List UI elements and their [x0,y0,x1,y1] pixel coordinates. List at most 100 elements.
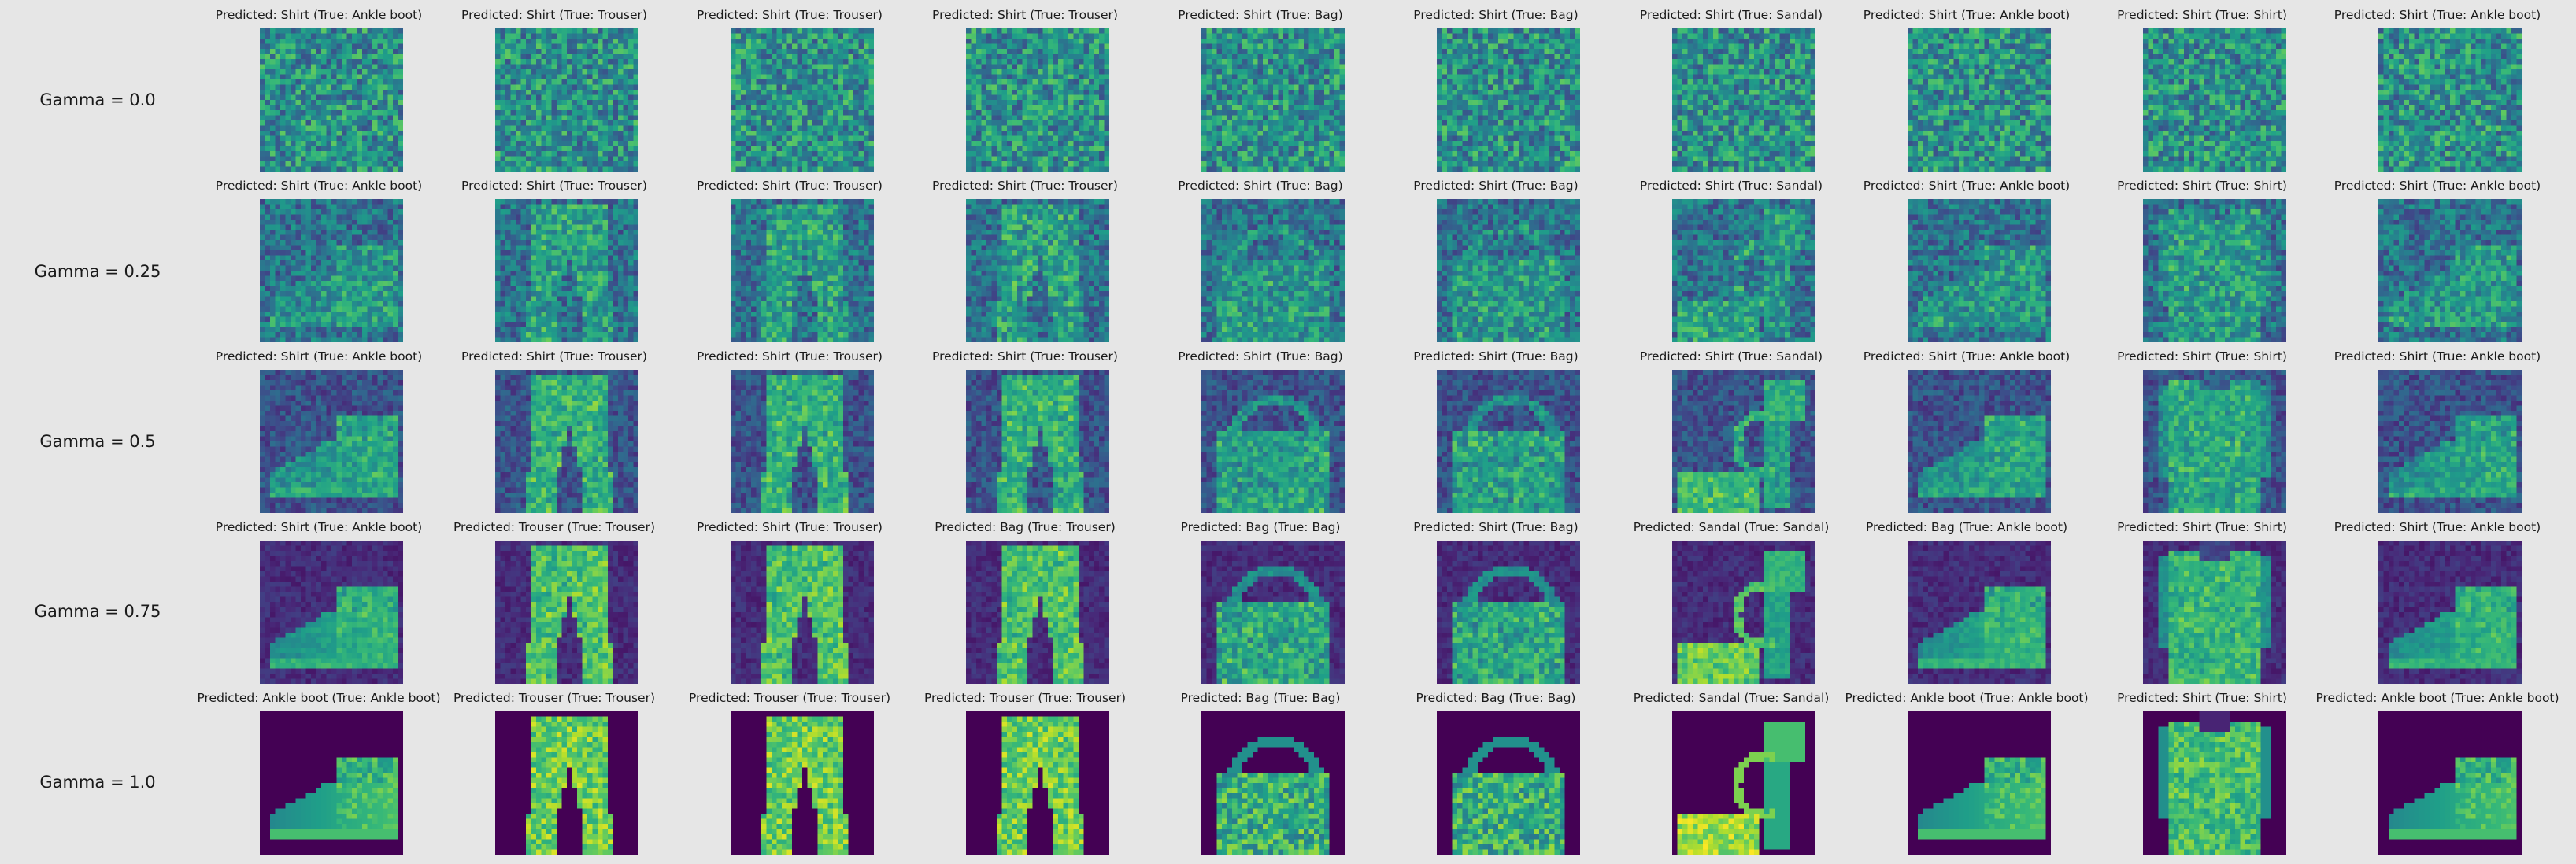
panel-title: Predicted: Shirt (True: Ankle boot) [215,8,423,22]
row-label-gamma: Gamma = 0.5 [39,432,156,451]
panel-image [1201,370,1345,513]
panel-image [1672,370,1815,513]
panel-image [731,199,874,342]
panel-title: Predicted: Shirt (True: Trouser) [697,179,883,193]
panel-title: Predicted: Bag (True: Bag) [1180,520,1341,534]
panel-title: Predicted: Trouser (True: Trouser) [688,691,891,705]
panel-image [260,711,403,855]
panel-image [1672,711,1815,855]
panel-image [731,28,874,172]
panel-image [1201,199,1345,342]
panel-title: Predicted: Sandal (True: Sandal) [1633,691,1830,705]
panel-title: Predicted: Shirt (True: Sandal) [1639,349,1823,364]
panel-image [966,199,1109,342]
panel-title: Predicted: Trouser (True: Trouser) [923,691,1127,705]
panel-image [495,28,638,172]
panel-title: Predicted: Shirt (True: Trouser) [461,349,647,364]
panel-image [1437,711,1580,855]
panel-title: Predicted: Shirt (True: Shirt) [2117,179,2287,193]
panel-image [2378,199,2522,342]
panel-title: Predicted: Shirt (True: Ankle boot) [2334,349,2541,364]
panel-image [260,541,403,684]
panel-image [1672,28,1815,172]
panel-title: Predicted: Shirt (True: Shirt) [2117,691,2287,705]
panel-title: Predicted: Shirt (True: Ankle boot) [2334,8,2541,22]
panel-image [1437,199,1580,342]
panel-image [2378,28,2522,172]
panel-title: Predicted: Shirt (True: Ankle boot) [215,179,423,193]
panel-title: Predicted: Shirt (True: Bag) [1178,349,1343,364]
panel-title: Predicted: Shirt (True: Trouser) [697,349,883,364]
panel-title: Predicted: Shirt (True: Ankle boot) [215,520,423,534]
panel-image [1908,541,2051,684]
panel-image [1201,711,1345,855]
panel-title: Predicted: Shirt (True: Sandal) [1639,179,1823,193]
panel-image [2378,541,2522,684]
panel-title: Predicted: Ankle boot (True: Ankle boot) [197,691,441,705]
panel-title: Predicted: Sandal (True: Sandal) [1633,520,1830,534]
panel-title: Predicted: Shirt (True: Ankle boot) [215,349,423,364]
panel-title: Predicted: Bag (True: Trouser) [935,520,1116,534]
panel-title: Predicted: Shirt (True: Trouser) [932,8,1118,22]
panel-title: Predicted: Shirt (True: Bag) [1413,8,1579,22]
panel-title: Predicted: Trouser (True: Trouser) [453,691,656,705]
panel-title: Predicted: Shirt (True: Bag) [1178,179,1343,193]
panel-title: Predicted: Trouser (True: Trouser) [453,520,656,534]
panel-image [2378,711,2522,855]
panel-title: Predicted: Shirt (True: Shirt) [2117,8,2287,22]
panel-image [2143,541,2286,684]
panel-image [1437,541,1580,684]
panel-title: Predicted: Shirt (True: Sandal) [1639,8,1823,22]
panel-image [495,370,638,513]
panel-image [260,28,403,172]
panel-image [495,199,638,342]
panel-image [1201,541,1345,684]
panel-title: Predicted: Shirt (True: Trouser) [461,179,647,193]
panel-image [1908,199,2051,342]
panel-image [966,28,1109,172]
panel-title: Predicted: Bag (True: Ankle boot) [1865,520,2068,534]
panel-image [966,541,1109,684]
panel-image [966,370,1109,513]
panel-title: Predicted: Shirt (True: Bag) [1413,520,1579,534]
panel-image [2143,28,2286,172]
panel-title: Predicted: Shirt (True: Shirt) [2117,349,2287,364]
panel-title: Predicted: Shirt (True: Ankle boot) [2334,179,2541,193]
panel-title: Predicted: Shirt (True: Ankle boot) [1863,349,2071,364]
panel-image [1437,28,1580,172]
panel-image [2143,199,2286,342]
row-label-gamma: Gamma = 0.25 [34,262,161,281]
panel-image [731,541,874,684]
panel-image [2378,370,2522,513]
panel-image [1437,370,1580,513]
row-label-gamma: Gamma = 1.0 [39,773,156,792]
panel-image [260,199,403,342]
panel-image [1908,711,2051,855]
panel-title: Predicted: Shirt (True: Trouser) [932,349,1118,364]
panel-image [731,711,874,855]
panel-title: Predicted: Shirt (True: Trouser) [697,8,883,22]
panel-title: Predicted: Ankle boot (True: Ankle boot) [1845,691,2089,705]
panel-image [2143,370,2286,513]
panel-title: Predicted: Shirt (True: Trouser) [697,520,883,534]
panel-title: Predicted: Shirt (True: Trouser) [932,179,1118,193]
panel-title: Predicted: Shirt (True: Ankle boot) [1863,179,2071,193]
row-label-gamma: Gamma = 0.75 [34,602,161,621]
panel-image [966,711,1109,855]
panel-title: Predicted: Shirt (True: Shirt) [2117,520,2287,534]
panel-title: Predicted: Ankle boot (True: Ankle boot) [2315,691,2559,705]
panel-image [495,541,638,684]
panel-title: Predicted: Shirt (True: Trouser) [461,8,647,22]
panel-title: Predicted: Shirt (True: Bag) [1413,349,1579,364]
panel-image [1672,541,1815,684]
panel-image [2143,711,2286,855]
row-label-gamma: Gamma = 0.0 [39,90,156,109]
panel-title: Predicted: Bag (True: Bag) [1180,691,1341,705]
panel-image [1908,28,2051,172]
panel-title: Predicted: Shirt (True: Ankle boot) [1863,8,2071,22]
panel-title: Predicted: Shirt (True: Ankle boot) [2334,520,2541,534]
panel-image [1908,370,2051,513]
panel-image [731,370,874,513]
panel-title: Predicted: Bag (True: Bag) [1416,691,1576,705]
